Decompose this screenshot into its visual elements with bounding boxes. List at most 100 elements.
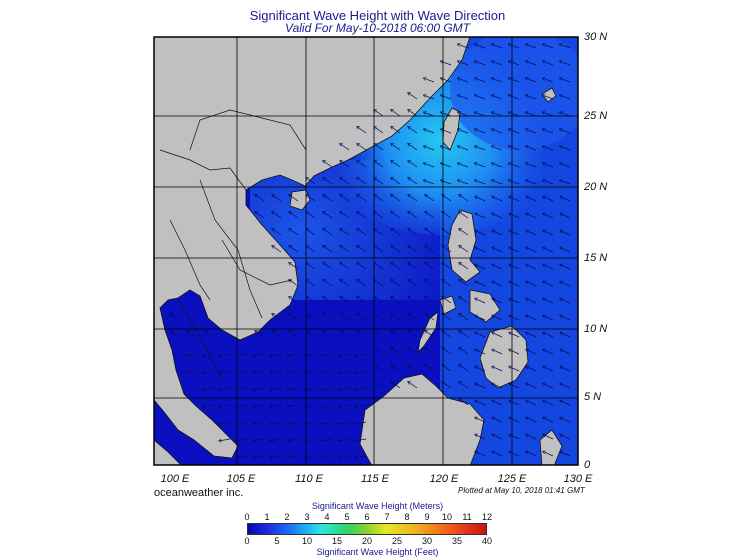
- wave-arrow: [355, 421, 367, 424]
- wave-arrow: [442, 314, 452, 321]
- wave-arrow: [492, 213, 503, 219]
- wave-arrow: [323, 280, 333, 287]
- wave-arrow: [442, 195, 452, 202]
- wave-arrow: [391, 229, 401, 236]
- wave-arrow: [289, 297, 299, 304]
- wave-arrow: [391, 297, 401, 304]
- wave-arrow: [408, 212, 418, 219]
- wave-arrow: [526, 247, 537, 253]
- wave-arrow: [475, 129, 486, 134]
- wave-arrow: [340, 195, 350, 202]
- colorbar-feet-title: Significant Wave Height (Feet): [316, 547, 439, 557]
- wave-arrow: [526, 213, 537, 219]
- wave-arrow: [338, 438, 350, 441]
- wave-arrow: [458, 163, 469, 168]
- wave-arrow: [560, 349, 571, 355]
- wave-arrow: [492, 383, 503, 389]
- wave-arrow: [323, 263, 333, 270]
- wave-arrow: [357, 161, 367, 168]
- wave-arrow: [543, 349, 554, 355]
- wave-arrow: [441, 163, 452, 168]
- wave-arrow: [408, 314, 418, 321]
- wave-arrow: [543, 112, 554, 117]
- wave-arrow: [408, 280, 418, 287]
- wave-arrow: [526, 349, 537, 355]
- lon-label-125e: 125 E: [497, 473, 527, 485]
- wave-arrow: [270, 370, 282, 373]
- wave-arrow: [408, 93, 418, 100]
- wave-arrow: [492, 451, 503, 457]
- wave-arrow: [253, 438, 265, 441]
- wave-arrow: [526, 281, 537, 287]
- wave-arrow: [526, 61, 537, 66]
- wave-arrow: [355, 370, 367, 373]
- wave-arrow: [492, 129, 503, 134]
- wave-arrow: [357, 314, 367, 321]
- colorbar-feet-tick-3: 15: [331, 536, 343, 546]
- land-sumatra: [154, 439, 182, 465]
- colorbar-feet-tick-8: 40: [481, 536, 493, 546]
- wave-arrow: [509, 451, 520, 457]
- wave-arrow: [357, 263, 367, 270]
- wave-arrow: [492, 298, 503, 304]
- plotted-timestamp: Plotted at May 10, 2018 01:41 GMT: [458, 486, 585, 495]
- wave-arrow: [374, 229, 384, 236]
- wave-arrow: [526, 451, 537, 457]
- wave-arrow: [543, 230, 554, 236]
- wave-arrow: [270, 353, 282, 356]
- pacific-upper: [450, 37, 578, 150]
- wave-arrow: [492, 400, 503, 406]
- wave-arrow: [475, 95, 486, 100]
- wave-arrow: [441, 146, 452, 151]
- wave-arrow: [526, 180, 537, 185]
- wave-arrow: [374, 144, 384, 151]
- wave-arrow: [408, 144, 418, 151]
- lon-label-115e: 115 E: [361, 473, 389, 485]
- wave-arrow: [425, 348, 435, 355]
- wave-arrow: [374, 212, 384, 219]
- land-mindanao: [479, 325, 529, 389]
- colorbar-meters-tick-12: 12: [481, 512, 493, 522]
- wave-arrow: [459, 297, 469, 304]
- wave-arrow: [441, 61, 452, 66]
- wave-arrow: [306, 280, 316, 287]
- wave-arrow: [340, 280, 350, 287]
- land-luzon: [447, 209, 481, 283]
- wave-arrow: [340, 246, 350, 253]
- wave-arrow: [509, 78, 520, 83]
- wave-arrow: [543, 298, 554, 304]
- wave-arrow: [170, 314, 180, 321]
- wave-arrow: [219, 387, 231, 390]
- colorbar-meters-tick-10: 10: [441, 512, 453, 522]
- wave-arrow: [408, 382, 418, 389]
- wave-arrow: [321, 370, 333, 373]
- wave-arrow: [475, 366, 486, 372]
- wave-arrow: [374, 195, 384, 202]
- wave-arrow: [323, 161, 333, 168]
- wave-arrow: [441, 78, 452, 83]
- wave-arrow: [509, 315, 520, 321]
- wave-arrow: [204, 331, 214, 338]
- wave-arrow: [255, 195, 265, 202]
- wave-arrow: [304, 421, 316, 424]
- lat-label-25n: 25 N: [584, 110, 608, 122]
- wave-arrow: [560, 112, 571, 117]
- wave-arrow: [475, 112, 486, 117]
- wave-arrow: [323, 195, 333, 202]
- wave-arrow: [509, 163, 520, 168]
- wave-arrow: [374, 178, 384, 185]
- wave-arrow: [458, 129, 469, 134]
- wave-arrow: [509, 417, 520, 423]
- wave-arrow: [441, 129, 452, 134]
- wave-arrow: [323, 331, 333, 338]
- wave-arrow: [442, 331, 452, 338]
- wave-arrow: [408, 297, 418, 304]
- wave-arrow: [253, 455, 265, 458]
- wave-arrow: [459, 246, 469, 253]
- colorbar-meters-title: Significant Wave Height (Meters): [311, 501, 444, 511]
- wave-arrow: [509, 44, 520, 49]
- wave-arrow: [321, 353, 333, 356]
- wave-arrow: [543, 163, 554, 168]
- wave-arrow: [355, 438, 367, 441]
- wave-arrow: [509, 230, 520, 236]
